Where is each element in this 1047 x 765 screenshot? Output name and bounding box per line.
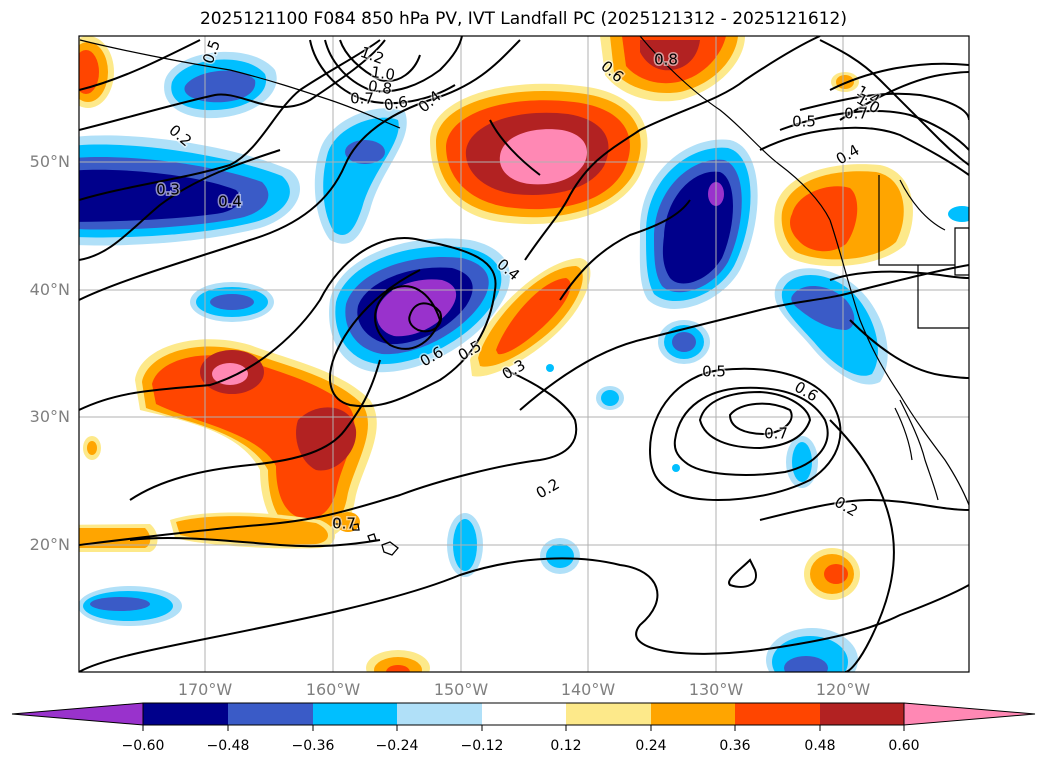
contour-label-0-5: 0.5: [702, 363, 726, 381]
shading-orange-pnw: [774, 164, 913, 267]
contour-label-0-7: 0.7: [844, 105, 868, 123]
contour-label-0-7: 0.7: [350, 90, 374, 108]
contour-label-0-8: 0.8: [654, 51, 678, 69]
colorbar-label-neg048: −0.48: [206, 738, 250, 754]
colorbar-label-048: 0.48: [804, 738, 836, 754]
lat-label-20n: 20°N: [29, 535, 70, 554]
lon-label-170w: 170°W: [177, 680, 233, 699]
pv-contours: [79, 36, 969, 672]
shading-orange-coast: [600, 36, 745, 102]
colorbar-label-012: 0.12: [550, 738, 582, 754]
colorbar-label-036: 0.36: [719, 738, 751, 754]
shading-nw-orange: [79, 36, 114, 108]
hawaii-islands: [333, 518, 399, 556]
coastlines: [79, 36, 969, 506]
colorbar-label-060: 0.60: [888, 738, 920, 754]
lon-label-120w: 120°W: [815, 680, 871, 699]
lon-label-160w: 160°W: [305, 680, 361, 699]
map-title: 2025121100 F084 850 hPa PV, IVT Landfall…: [199, 9, 847, 29]
colorbar-label-neg060: −0.60: [121, 738, 165, 754]
filled-contours: [79, 36, 969, 672]
contour-label-0-7: 0.7: [332, 515, 356, 533]
shading-orange-north: [430, 83, 648, 225]
gridlines: [79, 36, 969, 672]
lon-label-150w: 150°W: [433, 680, 489, 699]
contour-label-0-5: 0.5: [792, 113, 816, 131]
map-frame: [78, 35, 970, 673]
colorbar-label-neg012: −0.12: [460, 738, 504, 754]
shading-orange-streak: [470, 258, 591, 377]
contour-label-1-0: 1.0: [370, 63, 396, 84]
shading-small-blue-patches: [79, 206, 969, 672]
colorbar-label-024: 0.24: [635, 738, 667, 754]
colorbar-label-neg024: −0.24: [375, 738, 419, 754]
contour-label-0-3: 0.3: [156, 181, 180, 199]
shading-orange-subtropical: [135, 339, 377, 541]
shading-navy-east: [639, 139, 758, 309]
shading-blue-connector: [314, 108, 407, 244]
lat-label-50n: 50°N: [29, 152, 70, 171]
lat-label-30n: 30°N: [29, 407, 70, 426]
contour-label-0-7: 0.7: [764, 425, 788, 443]
colorbar: [11, 702, 1036, 731]
lat-label-40n: 40°N: [29, 280, 70, 299]
lon-label-140w: 140°W: [560, 680, 616, 699]
map-plot-area: [79, 36, 969, 672]
colorbar-label-neg036: −0.36: [291, 738, 335, 754]
lon-label-130w: 130°W: [688, 680, 744, 699]
shading-purple-low: [329, 238, 510, 373]
contour-label-0-4: 0.4: [218, 193, 242, 211]
